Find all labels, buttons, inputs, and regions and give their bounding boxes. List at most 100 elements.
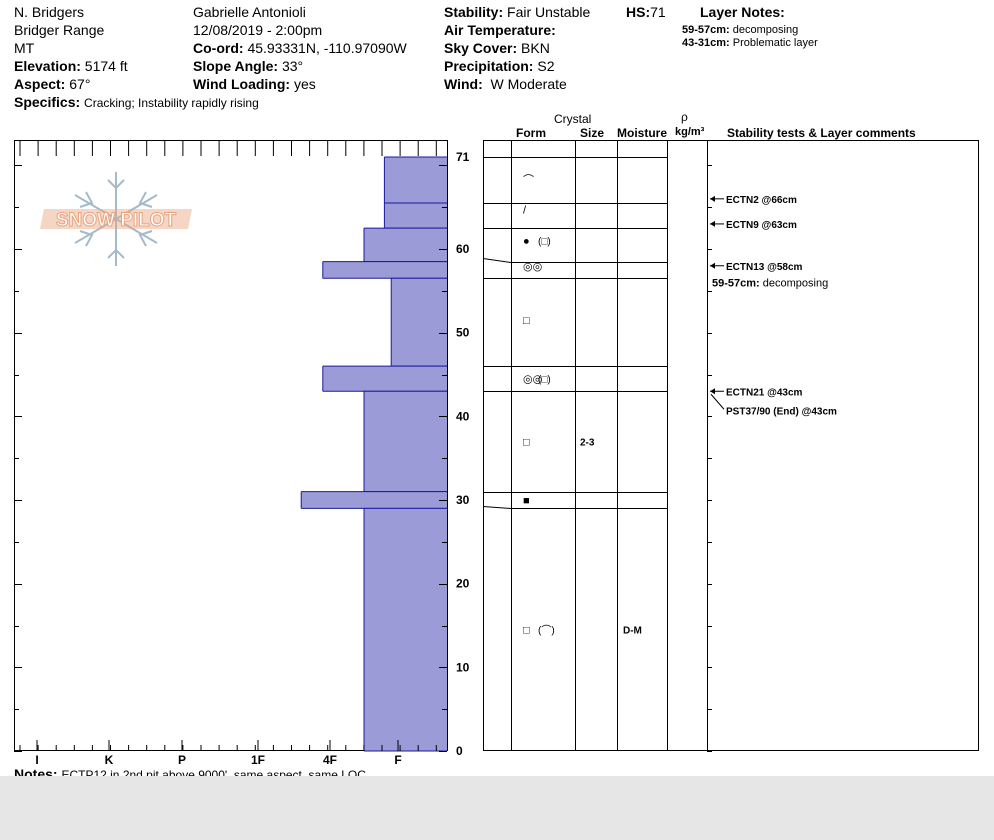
hardness-bar <box>301 491 447 509</box>
stability-test-label: ECTN13 @58cm <box>726 262 803 273</box>
depth-label: 50 <box>456 326 470 340</box>
sky-value: BKN <box>521 40 550 56</box>
state: MT <box>14 40 35 56</box>
logo-text: SNOW PILOT <box>56 210 177 231</box>
wind-value: W Moderate <box>490 76 567 92</box>
layer-note-2: 43-31cm: Problematic layer <box>682 37 818 50</box>
hardness-label: I <box>35 753 38 767</box>
aspect-value: 67° <box>69 76 91 92</box>
snowpilot-logo <box>74 172 158 266</box>
grain-form-secondary: (⌒) <box>538 625 555 637</box>
hardness-label: K <box>105 753 114 767</box>
layer-comment-range: 59-57cm: <box>712 277 763 289</box>
slope-row: Slope Angle: 33° <box>193 58 303 74</box>
sky-row: Sky Cover: BKN <box>444 40 550 56</box>
stability-label: Stability: <box>444 4 504 20</box>
grain-form-symbol: □ <box>523 436 530 448</box>
hardness-label: F <box>394 753 401 767</box>
hardness-bar <box>384 203 447 229</box>
depth-label: 71 <box>456 150 470 164</box>
stability-test-label: ECTN9 @63cm <box>726 220 797 231</box>
hardness-label: 1F <box>251 753 265 767</box>
precip-row: Precipitation: S2 <box>444 58 554 74</box>
test-leader-line <box>710 393 725 410</box>
layer-note-text: decomposing <box>732 24 799 36</box>
wind-loading-row: Wind Loading: yes <box>193 76 316 92</box>
aspect-row: Aspect: 67° <box>14 76 90 92</box>
hardness-bar <box>322 261 447 279</box>
sky-label: Sky Cover: <box>444 40 518 56</box>
layer-notes-title: Layer Notes: <box>700 4 785 20</box>
test-arrow-head <box>710 220 715 227</box>
air-temp-row: Air Temperature: <box>444 22 556 38</box>
moisture-value: D-M <box>623 626 642 637</box>
form-header: Form <box>516 126 546 140</box>
grain-form-symbol: ◎◎ <box>523 374 542 386</box>
hardness-bar <box>384 157 447 204</box>
grain-form-symbol: / <box>523 205 527 217</box>
stability-test-label: ECTN2 @66cm <box>726 195 797 206</box>
hs-label: HS: <box>626 4 651 20</box>
grain-size: 2-3 <box>580 437 595 448</box>
specifics-label: Specifics: <box>14 94 81 110</box>
notes-row: Notes: ECTP12 in 2nd pit above 9000', sa… <box>14 766 366 776</box>
location: Bridger Range <box>14 22 105 38</box>
specifics-row: Specifics: Cracking; Instability rapidly… <box>14 94 259 111</box>
hardness-bar <box>322 366 447 392</box>
layer-table-frame <box>483 140 979 751</box>
layer-boundary-link <box>482 506 512 509</box>
depth-label: 20 <box>456 577 470 591</box>
grain-form-symbol: ◎◎ <box>523 261 542 273</box>
depth-label: 30 <box>456 493 470 507</box>
depth-label: 10 <box>456 660 470 674</box>
hardness-frame <box>14 140 448 751</box>
elevation-label: Elevation: <box>14 58 81 74</box>
user-name: Gabrielle Antonioli <box>193 4 306 20</box>
aspect-label: Aspect: <box>14 76 66 92</box>
stability-row: Stability: Fair Unstable <box>444 4 590 20</box>
specifics-value: Cracking; Instability rapidly rising <box>84 96 259 110</box>
grain-form-symbol: □ <box>523 315 530 327</box>
depth-label: 0 <box>456 744 463 758</box>
moisture-header: Moisture <box>617 126 668 140</box>
tests-header: Stability tests & Layer comments <box>727 126 916 140</box>
snow-pit-report: N. Bridgers Bridger Range MT Elevation: … <box>0 0 994 776</box>
notes-label: Notes: <box>14 766 58 776</box>
date-time: 12/08/2019 - 2:00pm <box>193 22 323 38</box>
hardness-bar <box>364 228 447 262</box>
slope-value: 33° <box>281 58 304 74</box>
layer-note-text: Problematic layer <box>732 37 818 49</box>
hs-row: HS:71 <box>626 4 666 20</box>
coord-row: Co-ord: 45.93331N, -110.97090W <box>193 40 407 56</box>
coord-label: Co-ord: <box>193 40 244 56</box>
test-arrow-head <box>710 388 715 395</box>
depth-label: 60 <box>456 242 470 256</box>
observer-name: N. Bridgers <box>14 4 85 20</box>
wind-loading-label: Wind Loading: <box>193 76 291 92</box>
layer-note-1: 59-57cm: decomposing <box>682 24 798 37</box>
coord-value: 45.93331N, -110.97090W <box>247 40 407 56</box>
layer-note-range: 59-57cm: <box>682 24 730 36</box>
precip-label: Precipitation: <box>444 58 534 74</box>
hardness-bar <box>364 508 447 751</box>
air-temp-label: Air Temperature: <box>444 22 556 38</box>
grain-form-symbol: ⌒ <box>523 174 534 187</box>
stability-test-label: PST37/90 (End) @43cm <box>726 406 837 417</box>
grain-form-secondary: (□) <box>538 375 551 386</box>
precip-value: S2 <box>537 58 555 74</box>
slope-label: Slope Angle: <box>193 58 279 74</box>
grain-form-symbol: ■ <box>523 495 530 507</box>
size-header: Size <box>580 126 605 140</box>
depth-label: 40 <box>456 409 470 423</box>
hardness-label: P <box>178 753 186 767</box>
logo-band: SNOW PILOT <box>40 209 192 232</box>
stability-value: Fair Unstable <box>507 4 591 20</box>
stability-test-label: ECTN21 @43cm <box>726 387 803 398</box>
layer-note-range: 43-31cm: <box>682 37 730 49</box>
grain-form-secondary: (□) <box>538 237 551 248</box>
grain-form-symbol: ● <box>523 236 530 248</box>
grain-form-symbol: □ <box>523 625 530 637</box>
snow-profile-chart: SNOW PILOT 0 10 20 30 40 50 60 71 I K P 1F 4F F ⌒ / ● (… <box>14 140 979 767</box>
elevation-value: 5174 ft <box>84 58 128 74</box>
test-arrow-head <box>710 195 715 202</box>
